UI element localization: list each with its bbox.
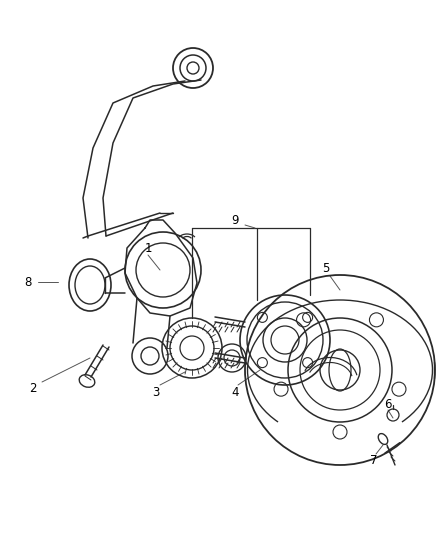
Text: 2: 2 <box>29 382 37 394</box>
Text: 5: 5 <box>322 262 330 274</box>
Text: 4: 4 <box>231 385 239 399</box>
Text: 6: 6 <box>384 398 392 410</box>
Text: 9: 9 <box>231 214 239 227</box>
Text: 7: 7 <box>370 454 378 466</box>
Text: 1: 1 <box>144 241 152 254</box>
Text: 8: 8 <box>25 276 32 288</box>
Text: 3: 3 <box>152 385 160 399</box>
